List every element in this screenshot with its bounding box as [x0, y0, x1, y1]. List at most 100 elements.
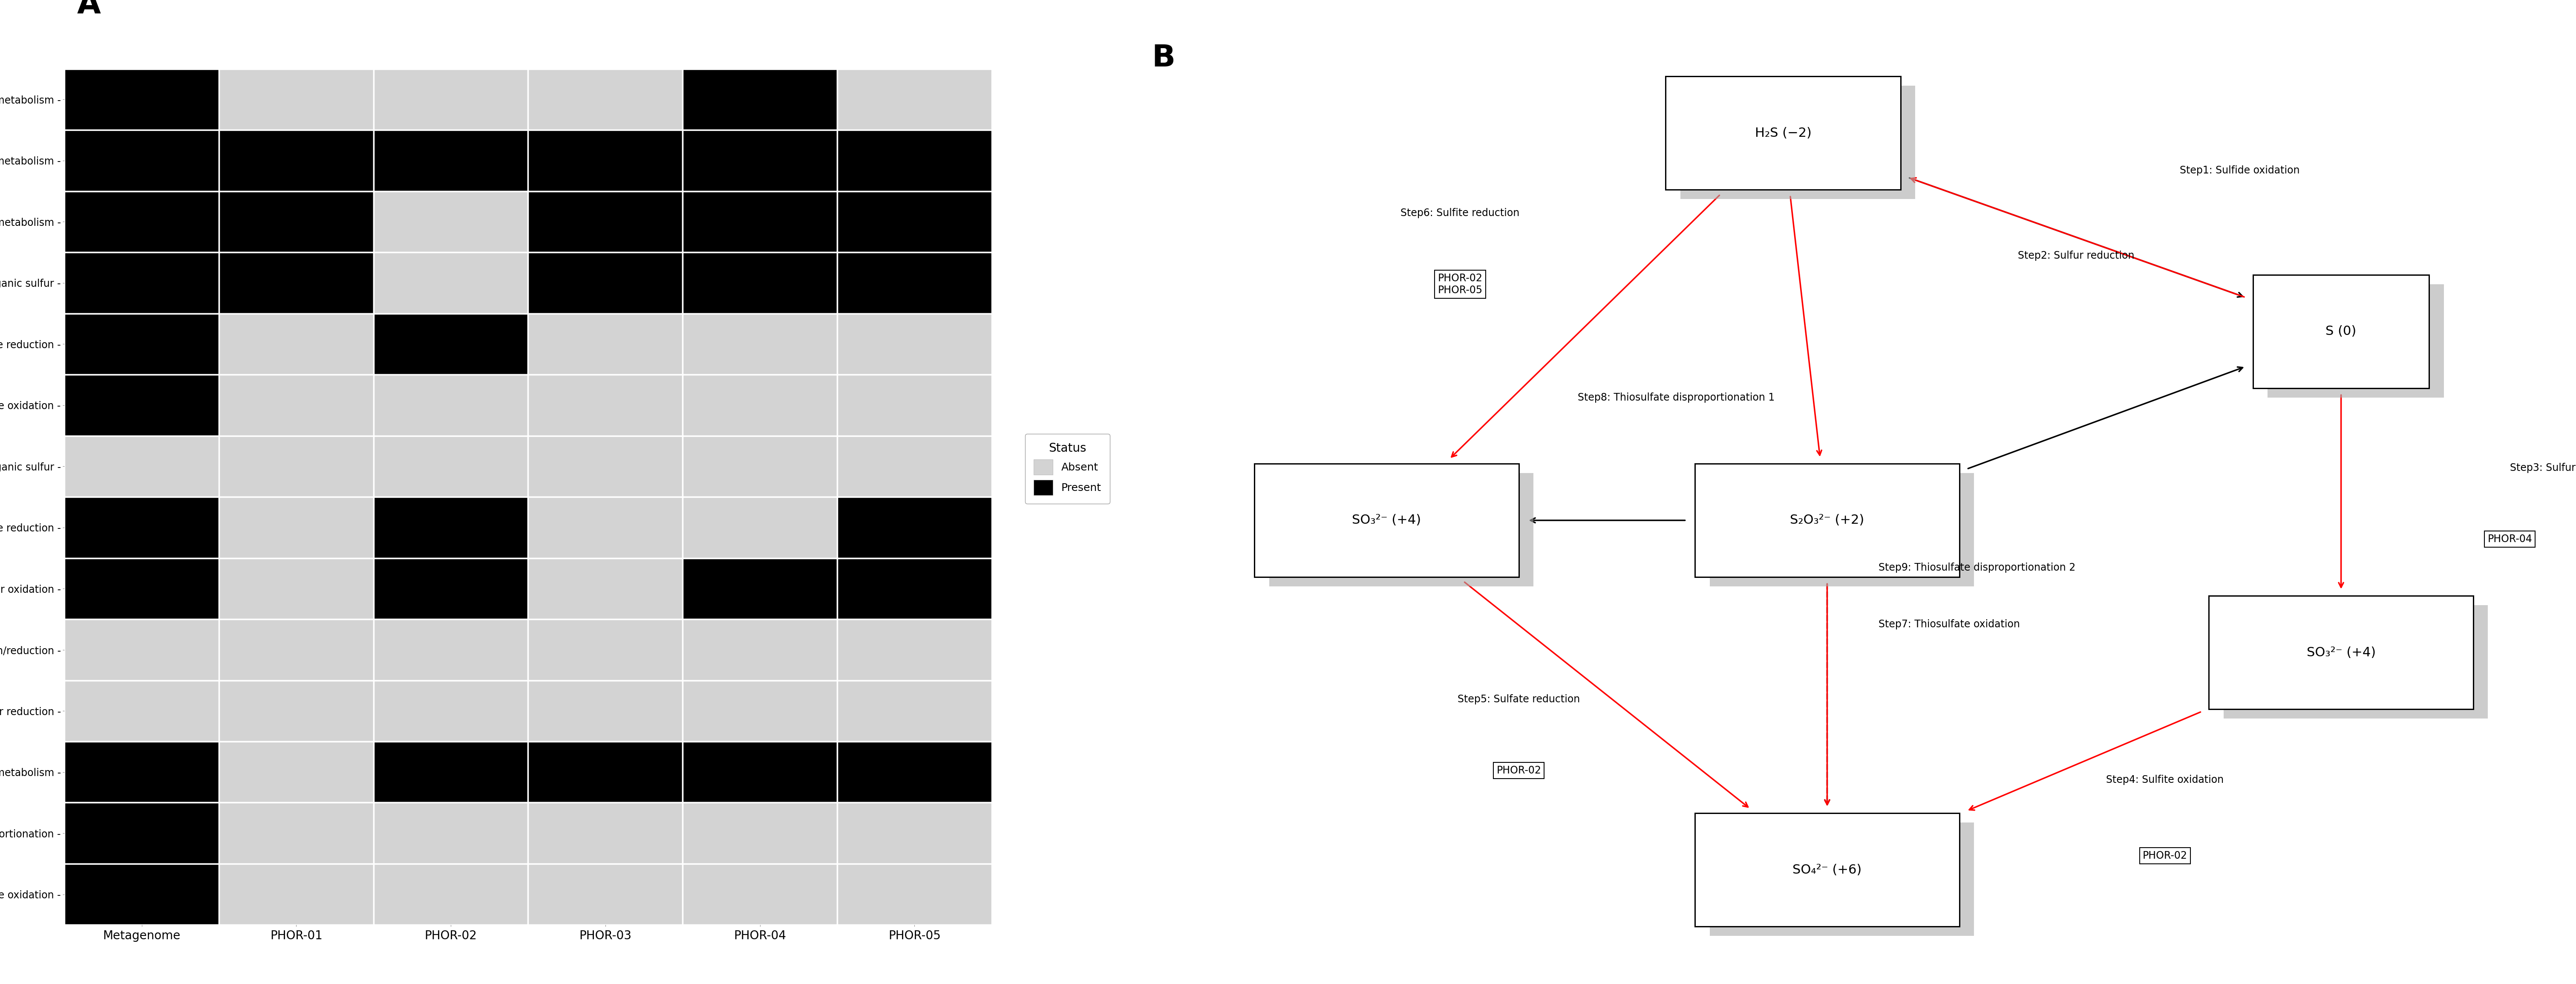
Bar [683, 314, 837, 375]
Bar [683, 375, 837, 436]
FancyBboxPatch shape [1710, 823, 1973, 936]
Text: SO₃²⁻ (+4): SO₃²⁻ (+4) [1352, 515, 1422, 526]
FancyBboxPatch shape [1710, 473, 1973, 586]
FancyBboxPatch shape [2267, 284, 2445, 398]
Bar [64, 191, 219, 252]
Bar [64, 558, 219, 619]
Text: Step6: Sulfite reduction: Step6: Sulfite reduction [1401, 208, 1520, 218]
Bar [683, 619, 837, 680]
Bar [528, 803, 683, 864]
Bar [64, 375, 219, 436]
Text: Step4: Sulfite oxidation: Step4: Sulfite oxidation [2107, 774, 2223, 785]
Bar [64, 619, 219, 680]
Bar [374, 436, 528, 497]
Bar [528, 69, 683, 130]
Bar [219, 314, 374, 375]
Bar [837, 252, 992, 314]
Text: Step5: Sulfate reduction: Step5: Sulfate reduction [1458, 695, 1579, 705]
Bar [683, 252, 837, 314]
Bar [374, 497, 528, 558]
Text: H₂S (−2): H₂S (−2) [1754, 127, 1811, 139]
Bar [64, 497, 219, 558]
FancyBboxPatch shape [1667, 77, 1901, 190]
Bar [219, 69, 374, 130]
Text: PHOR-02
PHOR-05: PHOR-02 PHOR-05 [1437, 274, 1481, 295]
Text: SO₄²⁻ (+6): SO₄²⁻ (+6) [1793, 864, 1862, 876]
Bar [683, 130, 837, 191]
Bar [837, 619, 992, 680]
Bar [374, 742, 528, 803]
Bar [837, 191, 992, 252]
FancyBboxPatch shape [2223, 605, 2488, 718]
Bar [219, 252, 374, 314]
Bar [374, 191, 528, 252]
FancyBboxPatch shape [1695, 463, 1960, 577]
Text: Step1: Sulfide oxidation: Step1: Sulfide oxidation [2179, 165, 2300, 175]
FancyBboxPatch shape [1270, 473, 1533, 586]
Bar [683, 436, 837, 497]
Bar [64, 864, 219, 925]
FancyBboxPatch shape [2210, 596, 2473, 709]
Bar [219, 436, 374, 497]
Bar [837, 803, 992, 864]
Bar [64, 803, 219, 864]
FancyBboxPatch shape [1680, 86, 1917, 199]
Bar [837, 497, 992, 558]
Text: PHOR-02: PHOR-02 [2143, 850, 2187, 861]
Bar [837, 314, 992, 375]
Legend: Absent, Present: Absent, Present [1025, 434, 1110, 504]
Bar [683, 864, 837, 925]
Text: SO₃²⁻ (+4): SO₃²⁻ (+4) [2306, 646, 2375, 658]
Bar [374, 680, 528, 742]
Bar [683, 69, 837, 130]
Bar [528, 558, 683, 619]
Bar [528, 680, 683, 742]
Text: Step3: Sulfur oxidation: Step3: Sulfur oxidation [2509, 462, 2576, 473]
Text: Step9: Thiosulfate disproportionation 2: Step9: Thiosulfate disproportionation 2 [1878, 563, 2076, 573]
Bar [219, 375, 374, 436]
Bar [64, 130, 219, 191]
Bar [683, 558, 837, 619]
Bar [219, 191, 374, 252]
Bar [683, 191, 837, 252]
FancyBboxPatch shape [2254, 275, 2429, 388]
Text: A: A [77, 0, 100, 20]
Text: Step8: Thiosulfate disproportionation 1: Step8: Thiosulfate disproportionation 1 [1577, 393, 1775, 402]
Bar [374, 314, 528, 375]
Bar [219, 680, 374, 742]
Bar [528, 864, 683, 925]
Bar [219, 497, 374, 558]
FancyBboxPatch shape [1695, 813, 1960, 927]
Bar [528, 375, 683, 436]
Bar [219, 130, 374, 191]
Bar [64, 742, 219, 803]
Bar [374, 130, 528, 191]
Bar [528, 742, 683, 803]
Bar [219, 864, 374, 925]
Bar [64, 314, 219, 375]
Bar [683, 497, 837, 558]
Bar [837, 130, 992, 191]
Bar [528, 191, 683, 252]
Bar [528, 436, 683, 497]
Bar [219, 558, 374, 619]
Bar [683, 803, 837, 864]
Bar [374, 69, 528, 130]
Bar [64, 69, 219, 130]
Bar [683, 680, 837, 742]
Bar [374, 252, 528, 314]
Bar [374, 375, 528, 436]
Bar [528, 314, 683, 375]
Bar [374, 864, 528, 925]
Bar [64, 252, 219, 314]
Bar [837, 680, 992, 742]
Bar [528, 619, 683, 680]
Bar [837, 69, 992, 130]
Bar [64, 680, 219, 742]
Bar [374, 803, 528, 864]
Bar [837, 742, 992, 803]
Bar [837, 558, 992, 619]
Text: PHOR-02: PHOR-02 [1497, 766, 1540, 775]
Bar [219, 619, 374, 680]
Bar [837, 436, 992, 497]
